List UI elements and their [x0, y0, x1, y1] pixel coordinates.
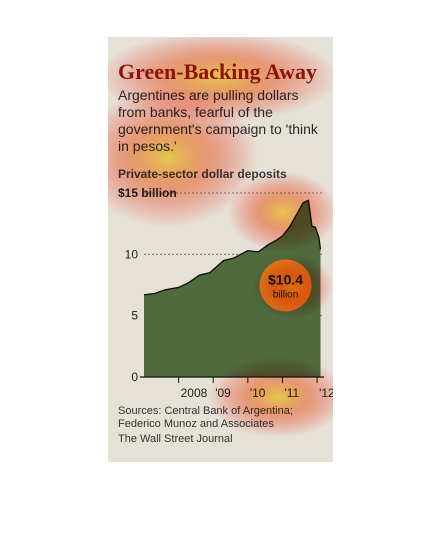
chart-card: Green-Backing Away Argentines are pullin… [108, 37, 333, 462]
y-tick-label-0: $15 billion [118, 186, 177, 200]
y-tick-label-2: 5 [131, 309, 138, 323]
x-tick-label-1: '09 [215, 386, 231, 400]
y-tick-label-1: 10 [125, 247, 139, 261]
x-tick-label-0: 2008 [181, 386, 208, 400]
deposits-chart: $15 billion 10 5 0 2008 '09 '10 '11 '12 $10.4 b… [118, 186, 333, 400]
x-tick-label-3: '11 [284, 386, 299, 400]
x-tick-labels: 2008 '09 '10 '11 '12 [178, 377, 333, 400]
sources-note: Sources: Central Bank of Argentina; Fede… [118, 405, 293, 430]
latest-value-badge: $10.4 billion [259, 259, 312, 312]
x-tick-label-4: '12 [319, 386, 333, 400]
badge-unit: billion [273, 289, 299, 300]
credit-line: The Wall Street Journal [118, 433, 233, 445]
x-tick-label-2: '10 [250, 386, 266, 400]
y-tick-label-3: 0 [131, 370, 138, 384]
badge-value: $10.4 [268, 271, 303, 287]
